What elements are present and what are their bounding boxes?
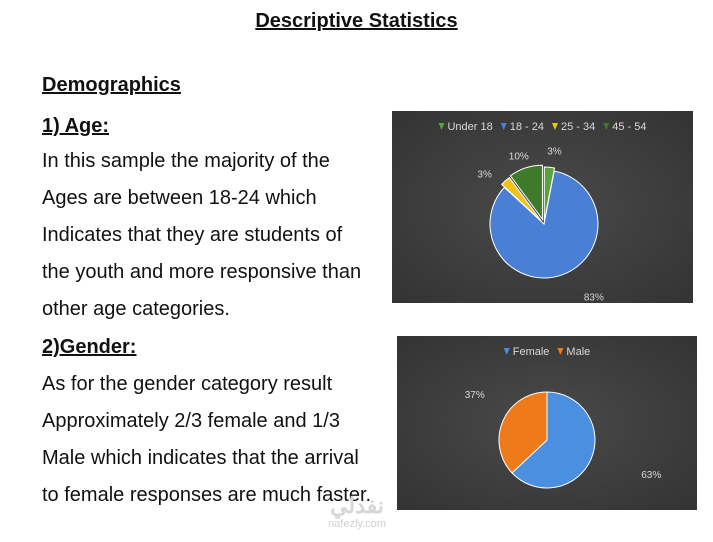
section-heading-demographics: Demographics	[42, 74, 181, 96]
legend-label: 18 - 24	[509, 121, 544, 133]
legend-item-18-24: 18 - 24	[500, 121, 544, 133]
legend-label: Female	[512, 346, 550, 358]
watermark-arabic: نفدلي	[330, 493, 384, 518]
legend-swatch	[503, 348, 510, 355]
data-label-18-24: 83%	[584, 293, 604, 303]
page-title: Descriptive Statistics	[255, 10, 458, 32]
legend-swatch	[603, 123, 610, 130]
legend-item-male: Male	[557, 346, 590, 358]
watermark-latin: nafezly.com	[328, 518, 386, 530]
gender-heading: 2)Gender:	[42, 336, 137, 358]
data-label-under-18: 3%	[547, 146, 562, 157]
age-text-line: In this sample the majority of the	[42, 150, 330, 172]
age-text-line: the youth and more responsive than	[42, 261, 362, 283]
age-text-line: Ages are between 18-24 which	[42, 187, 317, 209]
gender-text-line: As for the gender category result	[42, 373, 333, 395]
legend-swatch	[557, 348, 564, 355]
legend-item-under-18: Under 18	[438, 121, 493, 133]
legend-item-25-34: 25 - 34	[552, 121, 595, 133]
pie-slice-female	[511, 391, 596, 489]
legend-item-female: Female	[503, 346, 550, 358]
age-heading: 1) Age:	[42, 115, 110, 137]
pie-slice-male	[498, 391, 548, 474]
gender-text-line: to female responses are much faster.	[42, 484, 372, 506]
gender-text-line: Approximately 2/3 female and 1/3	[42, 410, 340, 432]
legend-swatch	[438, 123, 445, 130]
gender-chart-legend: Female Male	[397, 346, 697, 358]
age-pie-chart: Under 18 18 - 24 25 - 34 45 - 54 3% 83% 3% 10%	[392, 111, 693, 303]
legend-label: 45 - 54	[612, 121, 647, 133]
data-label-25-34: 3%	[477, 169, 492, 180]
legend-item-45-54: 45 - 54	[603, 121, 647, 133]
age-text-line: Indicates that they are students of	[42, 224, 343, 246]
legend-label: Male	[566, 346, 591, 358]
age-pie-svg: 3% 83% 3% 10%	[477, 146, 604, 303]
age-text-line: other age categories.	[42, 298, 230, 320]
legend-label: 25 - 34	[561, 121, 596, 133]
gender-text-line: Male which indicates that the arrival	[42, 447, 359, 469]
legend-swatch	[552, 123, 558, 130]
data-label-female: 63%	[641, 470, 661, 481]
data-label-male: 37%	[465, 390, 485, 401]
pie-slice-18-24	[489, 170, 599, 279]
data-label-45-54: 10%	[509, 151, 529, 162]
gender-pie-chart: Female Male 63% 37%	[397, 336, 697, 510]
gender-pie-svg: 63% 37%	[465, 390, 661, 489]
legend-label: Under 18	[447, 121, 493, 133]
age-chart-legend: Under 18 18 - 24 25 - 34 45 - 54	[392, 121, 693, 133]
legend-swatch	[500, 123, 507, 130]
pie-slice-25-34	[500, 176, 542, 222]
watermark: نفدلي nafezly.com	[312, 493, 402, 531]
pie-slice-45-54	[509, 164, 543, 221]
